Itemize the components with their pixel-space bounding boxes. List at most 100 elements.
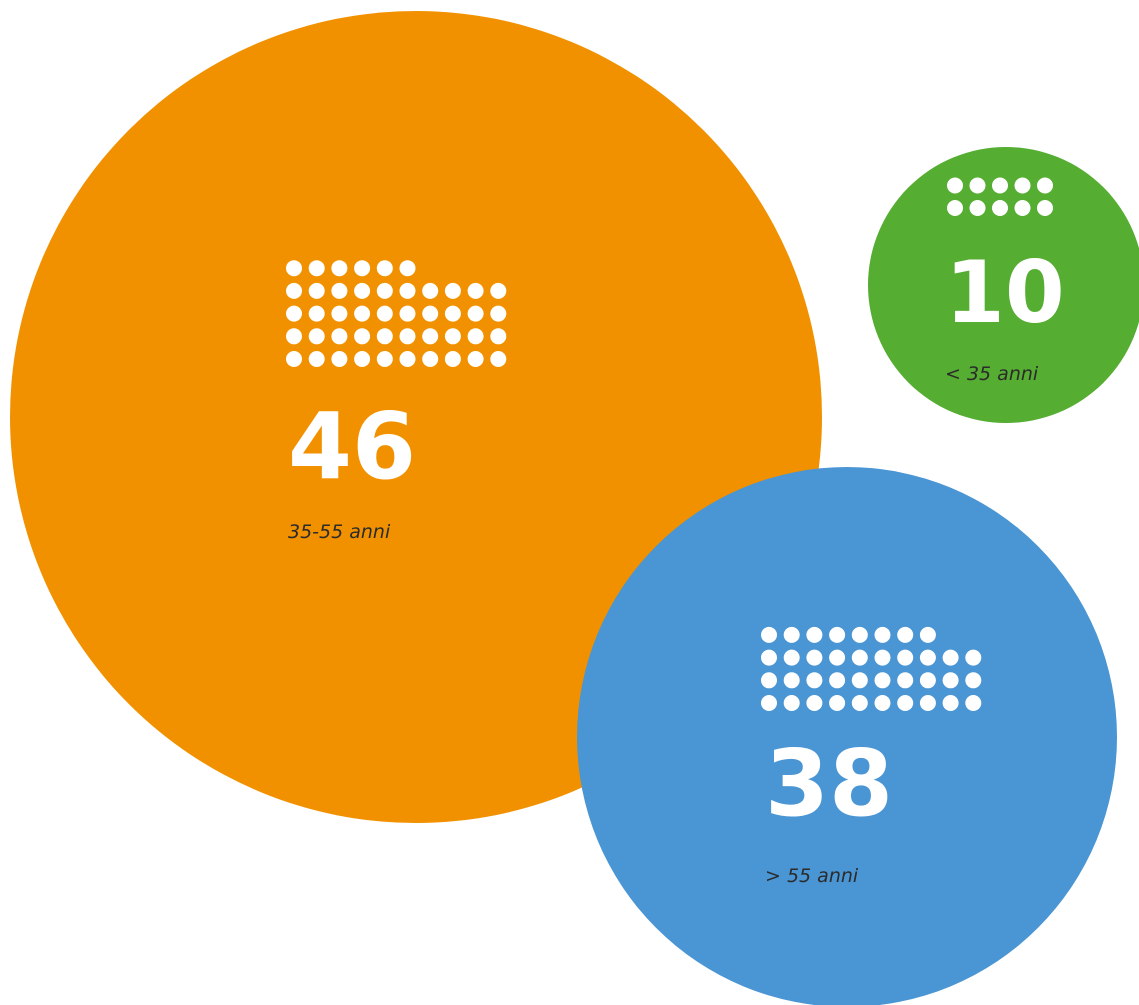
unit-dot: [354, 328, 371, 345]
unit-dot: [897, 672, 914, 689]
unit-dot: [806, 626, 823, 643]
unit-dot: [874, 649, 891, 666]
unit-dot: [897, 626, 914, 643]
unit-dot: [444, 328, 461, 345]
bubble: 38 > 55 anni: [577, 467, 1117, 1005]
bubble-label: < 35 anni: [945, 363, 1039, 385]
unit-dot: [783, 649, 800, 666]
unit-dot: [992, 177, 1008, 194]
unit-dot: [467, 351, 484, 367]
unit-dot: [308, 351, 325, 367]
unit-dot: [874, 672, 891, 689]
unit-dot: [490, 282, 507, 299]
unit-dot: [874, 626, 891, 643]
unit-dot: [308, 282, 325, 299]
unit-dot: [444, 351, 461, 367]
unit-dot: [851, 672, 868, 689]
unit-dot: [874, 695, 891, 711]
unit-dot: [1037, 200, 1053, 216]
unit-dot: [308, 305, 325, 322]
unit-dot: [806, 672, 823, 689]
unit-dot: [761, 695, 777, 711]
unit-dot: [354, 282, 371, 299]
unit-dot: [467, 282, 484, 299]
unit-dot: [829, 649, 846, 666]
unit-dot: [422, 328, 439, 345]
unit-dot: [942, 695, 959, 711]
unit-dot: [422, 351, 439, 367]
bubble-value: 10: [945, 243, 1065, 343]
unit-dot: [829, 695, 846, 711]
unit-dot: [947, 177, 963, 194]
unit-dot: [399, 351, 416, 367]
unit-dot: [806, 695, 823, 711]
unit-dot: [969, 200, 986, 216]
unit-dot: [399, 328, 416, 345]
unit-dots: [947, 177, 1053, 216]
unit-dot: [783, 626, 800, 643]
unit-dot: [965, 649, 982, 666]
unit-dot: [490, 351, 507, 367]
unit-dot: [1014, 200, 1031, 216]
unit-dot: [354, 351, 371, 367]
unit-dot: [919, 626, 936, 643]
unit-dot: [947, 200, 963, 216]
unit-dot: [467, 305, 484, 322]
unit-dot: [444, 305, 461, 322]
unit-dot: [806, 649, 823, 666]
unit-dot: [783, 672, 800, 689]
unit-dot: [490, 328, 507, 345]
unit-dot: [761, 626, 777, 643]
unit-dot: [422, 282, 439, 299]
unit-dot: [897, 695, 914, 711]
bubble-circle: [868, 147, 1139, 423]
bubble-label: 35-55 anni: [288, 521, 391, 543]
unit-dot: [399, 305, 416, 322]
unit-dot: [897, 649, 914, 666]
unit-dot: [490, 305, 507, 322]
unit-dot: [286, 351, 302, 367]
unit-dot: [399, 282, 416, 299]
unit-dot: [969, 177, 986, 194]
unit-dot: [919, 672, 936, 689]
unit-dot: [1037, 177, 1053, 194]
unit-dot: [286, 282, 302, 299]
unit-dot: [829, 626, 846, 643]
unit-dot: [308, 328, 325, 345]
unit-dot: [331, 305, 348, 322]
unit-dot: [942, 672, 959, 689]
unit-dot: [376, 282, 393, 299]
unit-dot: [761, 672, 777, 689]
unit-dot: [761, 649, 777, 666]
unit-dot: [467, 328, 484, 345]
unit-dot: [354, 305, 371, 322]
unit-dot: [851, 626, 868, 643]
unit-dot: [286, 305, 302, 322]
unit-dot: [286, 260, 302, 277]
unit-dot: [919, 649, 936, 666]
unit-dot: [399, 260, 416, 277]
unit-dot: [1014, 177, 1031, 194]
unit-dot: [331, 328, 348, 345]
unit-dot: [331, 282, 348, 299]
unit-dot: [851, 695, 868, 711]
bubble-label: > 55 anni: [765, 865, 859, 887]
unit-dot: [965, 695, 982, 711]
unit-dot: [422, 305, 439, 322]
unit-dot: [965, 672, 982, 689]
unit-dot: [444, 282, 461, 299]
unit-dot: [376, 305, 393, 322]
bubble-value: 46: [288, 393, 416, 500]
unit-dot: [783, 695, 800, 711]
unit-dots: [286, 260, 507, 367]
unit-dot: [376, 351, 393, 367]
unit-dot: [829, 672, 846, 689]
unit-dot: [919, 695, 936, 711]
unit-dot: [376, 328, 393, 345]
unit-dot: [354, 260, 371, 277]
unit-dot: [942, 649, 959, 666]
bubble-circle: [577, 467, 1117, 1005]
unit-dots: [761, 626, 982, 711]
